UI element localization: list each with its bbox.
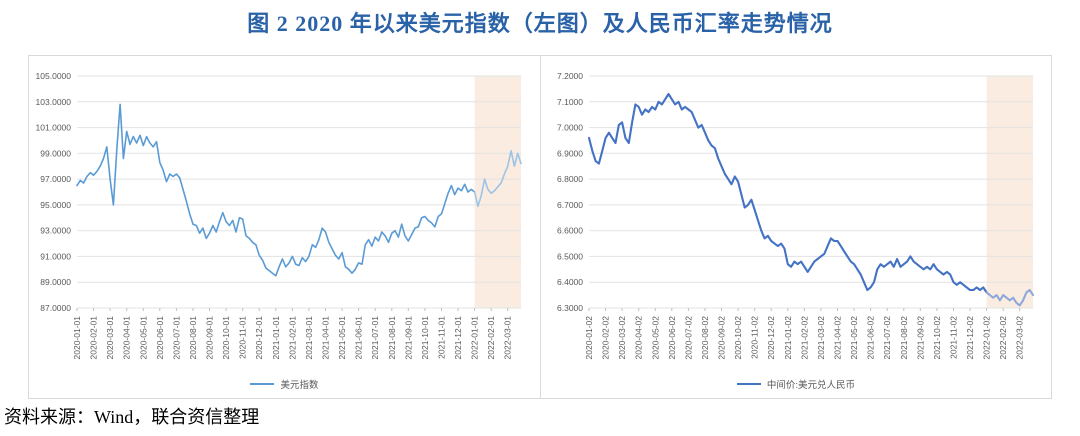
svg-text:91.0000: 91.0000 [40, 251, 71, 261]
svg-text:2021-06-02: 2021-06-02 [866, 316, 876, 360]
svg-text:2020-07-01: 2020-07-01 [171, 316, 181, 360]
svg-text:2022-03-02: 2022-03-02 [1015, 316, 1025, 360]
svg-text:2021-08-02: 2021-08-02 [899, 316, 909, 360]
svg-text:93.0000: 93.0000 [40, 226, 71, 236]
svg-text:97.0000: 97.0000 [40, 174, 71, 184]
svg-text:2022-01-01: 2022-01-01 [470, 316, 480, 360]
svg-text:103.0000: 103.0000 [36, 97, 72, 107]
svg-text:2021-07-01: 2021-07-01 [370, 316, 380, 360]
svg-text:2021-12-01: 2021-12-01 [453, 316, 463, 360]
svg-text:2020-01-01: 2020-01-01 [72, 316, 82, 360]
svg-text:105.0000: 105.0000 [36, 71, 72, 81]
svg-text:6.4000: 6.4000 [557, 277, 583, 287]
svg-text:2020-03-01: 2020-03-01 [105, 316, 115, 360]
svg-text:2020-08-01: 2020-08-01 [188, 316, 198, 360]
cny-parity-chart: 7.2000 7.1000 7.0000 6.9000 6.8000 6.7000 6.60… [557, 71, 1035, 360]
svg-text:95.0000: 95.0000 [40, 200, 71, 210]
svg-text:7.2000: 7.2000 [557, 71, 583, 81]
svg-text:2021-03-01: 2021-03-01 [304, 316, 314, 360]
svg-text:7.0000: 7.0000 [557, 123, 583, 133]
svg-text:2020-11-02: 2020-11-02 [750, 316, 760, 359]
svg-text:101.0000: 101.0000 [36, 123, 72, 133]
svg-text:2021-07-02: 2021-07-02 [882, 316, 892, 360]
svg-text:6.7000: 6.7000 [557, 200, 583, 210]
svg-text:2020-12-02: 2020-12-02 [766, 316, 776, 360]
svg-text:2020-09-01: 2020-09-01 [205, 316, 215, 360]
svg-text:99.0000: 99.0000 [40, 148, 71, 158]
svg-text:2020-05-01: 2020-05-01 [138, 316, 148, 360]
svg-text:87.0000: 87.0000 [40, 303, 71, 313]
svg-text:2020-03-02: 2020-03-02 [617, 316, 627, 360]
legend-label: 美元指数 [280, 380, 319, 391]
svg-text:6.9000: 6.9000 [557, 148, 583, 158]
svg-text:2021-10-01: 2021-10-01 [420, 316, 430, 360]
svg-text:2020-08-02: 2020-08-02 [700, 316, 710, 360]
svg-text:6.5000: 6.5000 [557, 251, 583, 261]
svg-text:2021-05-02: 2021-05-02 [849, 316, 859, 360]
svg-text:2021-05-01: 2021-05-01 [337, 316, 347, 360]
svg-text:2020-02-01: 2020-02-01 [89, 316, 99, 360]
svg-text:2021-10-02: 2021-10-02 [932, 316, 942, 360]
svg-text:2020-12-01: 2020-12-01 [254, 316, 264, 360]
svg-text:6.8000: 6.8000 [557, 174, 583, 184]
svg-text:2021-02-01: 2021-02-01 [287, 316, 297, 360]
legend-line-swatch [736, 383, 761, 385]
svg-text:2021-03-02: 2021-03-02 [816, 316, 826, 360]
svg-text:2021-01-01: 2021-01-01 [271, 316, 281, 360]
svg-text:2021-04-01: 2021-04-01 [321, 316, 331, 360]
svg-text:89.0000: 89.0000 [40, 277, 71, 287]
usd-index-chart-panel: 105.0000 103.0000 101.0000 99.0000 97.0000 95… [29, 56, 540, 398]
legend-label: 中间价:美元兑人民币 [766, 380, 856, 391]
svg-text:2021-12-02: 2021-12-02 [965, 316, 975, 360]
svg-text:2021-08-01: 2021-08-01 [387, 316, 397, 360]
svg-text:6.3000: 6.3000 [557, 303, 583, 313]
svg-text:2020-04-01: 2020-04-01 [122, 316, 132, 360]
svg-text:2021-09-02: 2021-09-02 [915, 316, 925, 360]
svg-text:7.1000: 7.1000 [557, 97, 583, 107]
svg-text:2020-06-02: 2020-06-02 [667, 316, 677, 360]
svg-text:2021-06-01: 2021-06-01 [354, 316, 364, 360]
svg-text:2020-05-02: 2020-05-02 [650, 316, 660, 360]
svg-text:2020-07-02: 2020-07-02 [683, 316, 693, 360]
usd-index-chart: 105.0000 103.0000 101.0000 99.0000 97.0000 95… [36, 71, 522, 360]
svg-text:2020-01-02: 2020-01-02 [584, 316, 594, 360]
svg-text:2022-02-02: 2022-02-02 [998, 316, 1008, 360]
svg-text:2020-06-01: 2020-06-01 [155, 316, 165, 360]
cny-parity-chart-panel: 7.2000 7.1000 7.0000 6.9000 6.8000 6.7000 6.60… [540, 56, 1051, 398]
svg-text:2022-02-01: 2022-02-01 [486, 316, 496, 360]
svg-text:6.6000: 6.6000 [557, 226, 583, 236]
svg-text:2021-02-02: 2021-02-02 [799, 316, 809, 360]
svg-text:2020-02-02: 2020-02-02 [601, 316, 611, 360]
svg-text:2021-11-01: 2021-11-01 [437, 316, 447, 359]
svg-text:2022-01-02: 2022-01-02 [982, 316, 992, 360]
cny-parity-legend: 中间价:美元兑人民币 [541, 377, 1051, 391]
figure-title: 图 2 2020 年以来美元指数（左图）及人民币汇率走势情况 [247, 11, 833, 36]
svg-text:2020-10-01: 2020-10-01 [221, 316, 231, 360]
source-note: 资料来源：Wind，联合资信整理 [4, 407, 260, 427]
legend-line-swatch [250, 383, 275, 385]
svg-text:2020-09-02: 2020-09-02 [717, 316, 727, 360]
svg-text:2020-04-02: 2020-04-02 [634, 316, 644, 360]
svg-text:2020-10-02: 2020-10-02 [733, 316, 743, 360]
svg-text:2020-11-01: 2020-11-01 [238, 316, 248, 359]
charts-container: 105.0000 103.0000 101.0000 99.0000 97.0000 95… [28, 55, 1052, 399]
svg-text:2021-11-02: 2021-11-02 [949, 316, 959, 359]
svg-text:2021-09-01: 2021-09-01 [403, 316, 413, 360]
usd-index-legend: 美元指数 [29, 377, 540, 391]
svg-text:2022-03-01: 2022-03-01 [503, 316, 513, 360]
svg-text:2021-04-02: 2021-04-02 [833, 316, 843, 360]
svg-text:2021-01-02: 2021-01-02 [783, 316, 793, 360]
